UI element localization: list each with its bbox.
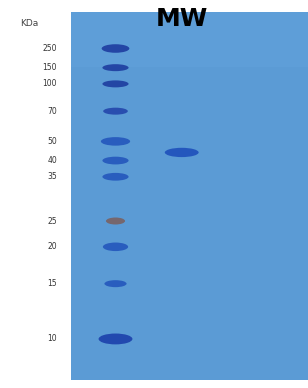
Ellipse shape bbox=[104, 280, 127, 287]
Ellipse shape bbox=[103, 107, 128, 115]
Ellipse shape bbox=[102, 80, 129, 87]
Text: 70: 70 bbox=[47, 107, 57, 116]
Ellipse shape bbox=[165, 148, 199, 157]
Text: 15: 15 bbox=[47, 279, 57, 288]
Text: 50: 50 bbox=[47, 137, 57, 146]
Ellipse shape bbox=[99, 334, 132, 345]
Ellipse shape bbox=[102, 157, 129, 165]
Ellipse shape bbox=[103, 242, 128, 251]
Text: 100: 100 bbox=[43, 80, 57, 88]
Text: KDa: KDa bbox=[20, 19, 38, 28]
Ellipse shape bbox=[101, 137, 130, 146]
Ellipse shape bbox=[106, 218, 125, 225]
Ellipse shape bbox=[102, 44, 129, 53]
Bar bbox=[71, 12, 308, 67]
Text: 35: 35 bbox=[47, 172, 57, 181]
Ellipse shape bbox=[102, 64, 129, 71]
Text: 150: 150 bbox=[43, 63, 57, 72]
Ellipse shape bbox=[102, 173, 129, 181]
Text: 10: 10 bbox=[47, 334, 57, 343]
Text: MW: MW bbox=[156, 7, 208, 31]
Text: 40: 40 bbox=[47, 156, 57, 165]
Text: 25: 25 bbox=[47, 217, 57, 225]
Text: 250: 250 bbox=[43, 44, 57, 53]
Bar bbox=[71, 12, 308, 380]
Text: 20: 20 bbox=[47, 242, 57, 251]
